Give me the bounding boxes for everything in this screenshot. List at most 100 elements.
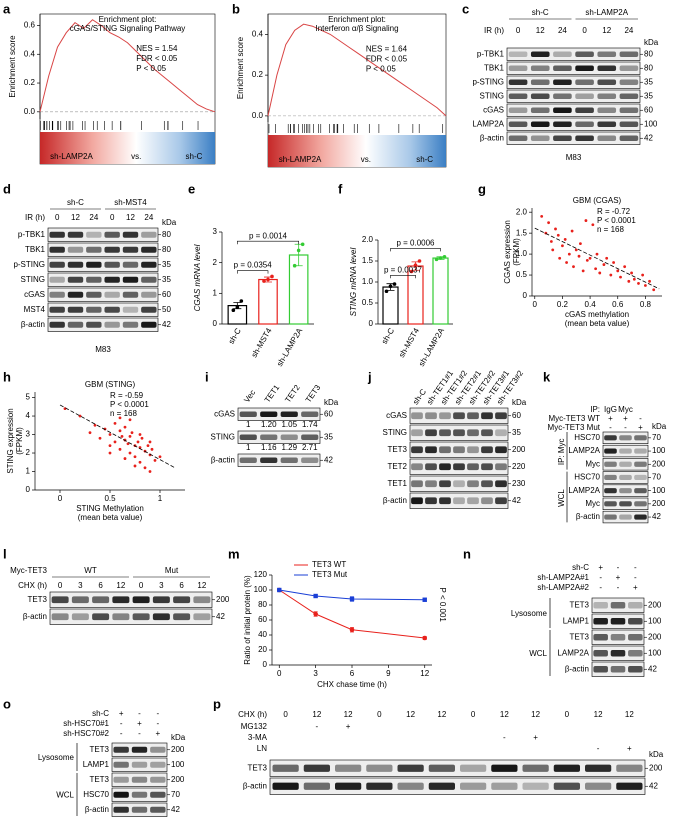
bracket	[390, 248, 441, 252]
p-value: p = 0.0014	[249, 231, 288, 240]
y-axis-label: CGAS mRNA level	[193, 244, 202, 311]
data-point	[609, 273, 613, 277]
header-cell: -	[138, 709, 141, 718]
panel-letter: c	[462, 1, 469, 16]
band	[112, 613, 130, 621]
header-cell: 12	[594, 710, 603, 719]
header-cell: 0	[58, 581, 63, 590]
marker	[349, 627, 355, 633]
y-tick-label: 100	[254, 585, 268, 594]
band	[132, 613, 150, 621]
protein-label: TET2	[387, 462, 407, 471]
band	[593, 650, 608, 657]
group-label: sh-C	[186, 152, 203, 161]
bracket	[237, 240, 299, 245]
y-axis-label: Enrichment score	[236, 36, 245, 99]
band	[67, 231, 84, 238]
p-value: p = 0.0354	[234, 261, 273, 270]
data-point	[644, 284, 647, 287]
band	[453, 446, 465, 454]
data-point	[108, 433, 112, 436]
kda-value: 50	[162, 305, 171, 314]
data-point	[118, 429, 122, 433]
data-point	[128, 434, 132, 438]
x-tick-label: 3	[313, 669, 318, 678]
header-cell: -	[639, 414, 642, 423]
panel-letter: l	[3, 546, 7, 561]
p-value: p = 0.0006	[396, 239, 435, 248]
group-label: sh-C	[532, 8, 549, 17]
band	[628, 602, 643, 609]
group-label: sh-MST4	[114, 198, 147, 207]
band	[439, 497, 451, 505]
protein-label: LAMP2A	[557, 648, 589, 657]
data-point	[585, 258, 589, 262]
band	[634, 501, 647, 507]
data-point	[262, 279, 266, 283]
band	[86, 231, 102, 238]
band	[508, 51, 528, 57]
panel-letter: d	[3, 181, 11, 196]
band	[280, 434, 298, 440]
protein-label: β-actin	[23, 612, 47, 621]
band	[453, 412, 465, 420]
band	[610, 666, 626, 673]
band	[530, 107, 550, 113]
p-value: p = 0.0037	[384, 265, 423, 274]
band	[597, 135, 617, 141]
header-cell: +	[623, 414, 628, 423]
protein-label: TET3	[247, 763, 267, 772]
band	[71, 596, 89, 604]
protein-label: STING	[211, 432, 235, 441]
chart-title: Enrichment plot:	[328, 15, 386, 24]
header-label: CHX (h)	[18, 581, 47, 590]
protein-label: TET3	[89, 745, 109, 754]
data-point	[133, 455, 137, 459]
data-point	[641, 273, 645, 277]
kda-value: 60	[324, 409, 333, 418]
data-point	[296, 248, 301, 253]
kda-label: kDa	[324, 398, 339, 407]
band	[141, 231, 157, 238]
y-tick-label: 0.4	[24, 49, 36, 58]
band	[467, 446, 479, 454]
chart-title: GBM (CGAS)	[573, 196, 622, 205]
data-point	[591, 223, 595, 227]
protein-label: TBK1	[484, 63, 505, 72]
band	[467, 497, 479, 505]
band	[481, 429, 493, 437]
band	[585, 764, 612, 772]
band	[104, 321, 120, 328]
y-tick-label: 0.0	[24, 107, 36, 116]
band	[122, 231, 139, 238]
header-cell: +	[137, 719, 142, 728]
protein-label: p-TBK1	[18, 230, 46, 239]
band	[141, 246, 157, 253]
band	[173, 596, 191, 604]
header-label: LN	[257, 744, 267, 753]
data-point	[652, 288, 656, 292]
header-cell: 12	[602, 26, 611, 35]
header-label: IR (h)	[25, 213, 45, 222]
band	[428, 764, 455, 772]
section-label: WCL	[56, 791, 74, 800]
band	[634, 514, 647, 520]
header-label: sh-HSC70#2	[63, 729, 109, 738]
marker	[313, 593, 318, 599]
annotation: FDR < 0.05	[136, 54, 178, 63]
band	[86, 261, 102, 268]
band	[397, 764, 424, 772]
x-tick-label: 12	[420, 669, 429, 678]
data-point	[113, 422, 117, 425]
header-label: 3-MA	[248, 733, 268, 742]
header-label: IP:	[590, 405, 600, 414]
panel-letter: a	[3, 1, 11, 16]
data-point	[148, 440, 152, 444]
kda-value: 200	[512, 445, 526, 454]
annotation: P < 0.001	[438, 588, 447, 623]
header-cell: +	[119, 709, 124, 718]
kda-value: 42	[171, 805, 180, 814]
protein-label: β-actin	[383, 496, 407, 505]
data-point	[239, 299, 244, 303]
annotation: R = -0.59	[110, 391, 144, 400]
